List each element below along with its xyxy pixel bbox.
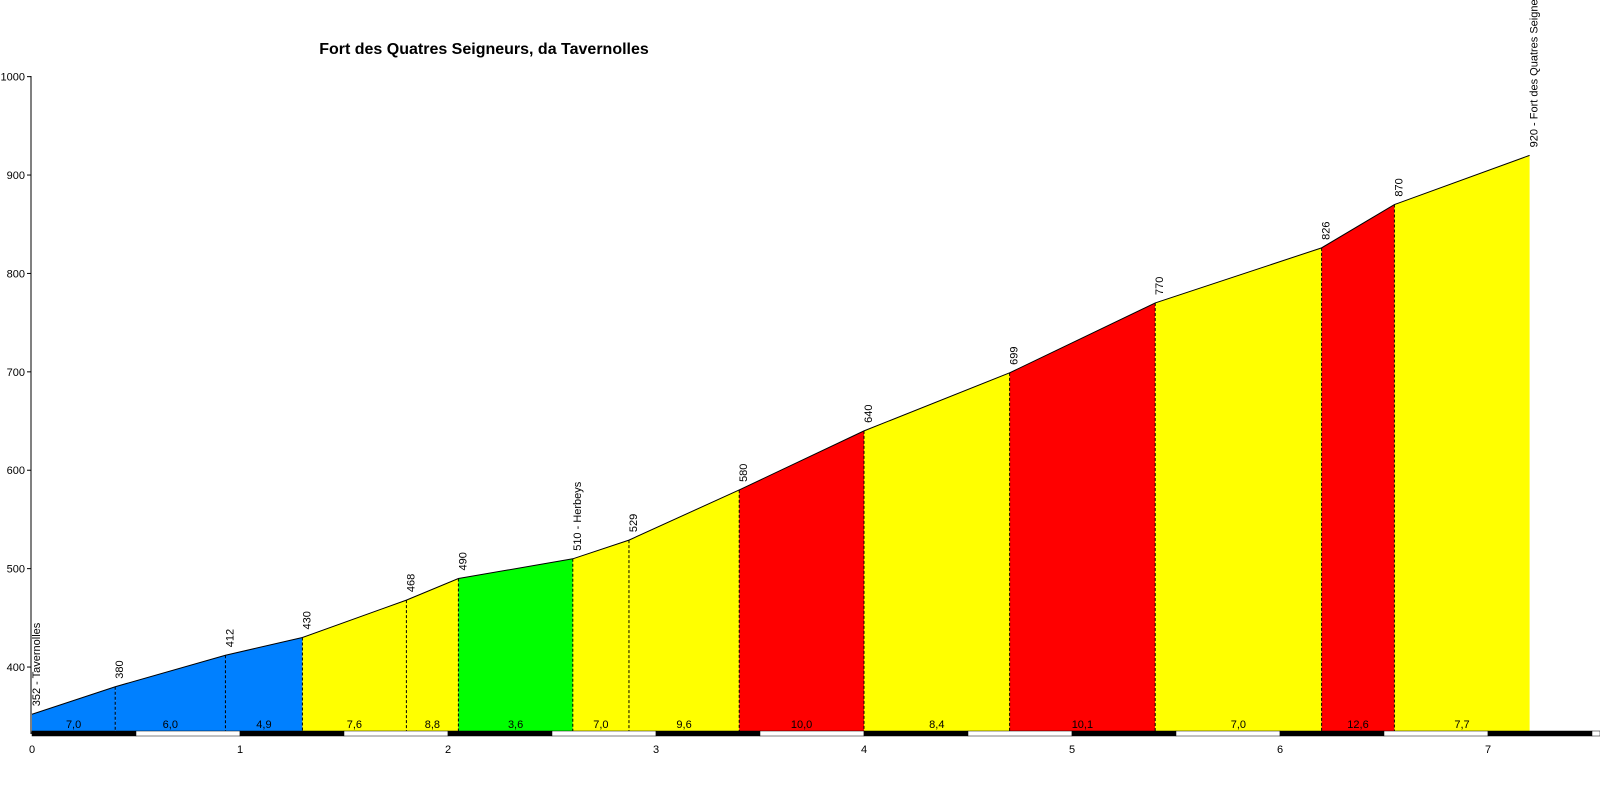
segment-grade-label: 7,0 (1231, 719, 1246, 731)
km-scale-block (135, 730, 241, 737)
grade-labels: 7,0 6,0 4,9 7,6 8,8 3,6 7,0 9,6 10,0 8,4 10,1 7,0 12… (66, 719, 1470, 731)
gradient-segment (628, 489, 740, 731)
segment-grade-label: 3,6 (508, 719, 523, 731)
elevation-label: 826 (1321, 221, 1333, 239)
km-scale-block (31, 730, 137, 737)
km-scale-block (1487, 730, 1593, 737)
x-tick-label: 0 (29, 744, 35, 756)
km-scale-block (863, 730, 969, 737)
km-scale-block (551, 730, 657, 737)
km-scale-bar (31, 730, 1600, 737)
gradient-segment (1394, 155, 1530, 732)
x-tick-labels: 0 1 2 3 4 5 6 7 (29, 744, 1491, 756)
km-scale-block (1071, 730, 1177, 737)
elevation-label: 430 (301, 611, 313, 629)
gradient-segment (225, 637, 303, 731)
segment-grade-label: 7,7 (1454, 719, 1469, 731)
elevation-label: 580 (738, 464, 750, 482)
elevation-label: 490 (457, 552, 469, 570)
km-scale-block (1591, 730, 1600, 737)
gradient-segment-areas (32, 155, 1530, 732)
km-scale-block (447, 730, 553, 737)
segment-grade-label: 7,0 (593, 719, 608, 731)
x-tick-label: 4 (861, 744, 867, 756)
segment-grade-label: 7,0 (66, 719, 81, 731)
y-tick-label: 600 (7, 465, 25, 477)
chart-title: Fort des Quatres Seigneurs, da Tavernoll… (319, 41, 649, 58)
gradient-segment (302, 600, 407, 731)
elevation-label: 920 - Fort des Quatres Seigneurs (1529, 0, 1541, 147)
gradient-segment (1321, 204, 1395, 731)
gradient-segment (406, 578, 459, 731)
km-scale-block (1279, 730, 1385, 737)
y-tick-label: 800 (7, 268, 25, 280)
elevation-label: 529 (628, 514, 640, 532)
x-tick-label: 2 (445, 744, 451, 756)
gradient-segment (458, 558, 573, 731)
km-scale-block (759, 730, 865, 737)
x-tick-label: 3 (653, 744, 659, 756)
gradient-segment (864, 372, 1010, 731)
km-scale-block (967, 730, 1073, 737)
x-tick-label: 5 (1069, 744, 1075, 756)
km-scale-block (343, 730, 449, 737)
segment-grade-label: 7,6 (347, 719, 362, 731)
elevation-label: 770 (1154, 277, 1166, 295)
elevation-label: 699 (1009, 346, 1021, 364)
elevation-label: 352 - Tavernolles (31, 622, 43, 706)
x-tick-label: 1 (237, 744, 243, 756)
gradient-segment (1009, 302, 1156, 731)
km-scale-block (239, 730, 345, 737)
elevation-label: 870 (1393, 178, 1405, 196)
y-tick-label: 1000 (1, 72, 25, 84)
elevation-labels: 352 - Tavernolles 380 412 430 468 490 510 - He… (31, 0, 1541, 706)
y-tick-label: 700 (7, 367, 25, 379)
elevation-label: 640 (863, 405, 875, 423)
km-scale-block (655, 730, 761, 737)
km-scale-block (1175, 730, 1281, 737)
y-tick-label: 500 (7, 564, 25, 576)
segment-grade-label: 8,4 (929, 719, 944, 731)
y-tick-labels: 400 500 600 700 800 900 1000 (1, 72, 25, 674)
segment-grade-label: 12,6 (1347, 719, 1368, 731)
segment-grade-label: 4,9 (256, 719, 271, 731)
y-tick-label: 400 (7, 662, 25, 674)
elevation-label: 412 (224, 629, 236, 647)
segment-grade-label: 10,1 (1072, 719, 1093, 731)
x-tick-label: 7 (1485, 744, 1491, 756)
segment-grade-label: 8,8 (425, 719, 440, 731)
profile-outline (31, 154, 1530, 715)
segment-grade-label: 10,0 (791, 719, 812, 731)
segment-grade-label: 6,0 (163, 719, 178, 731)
gradient-segment (1155, 247, 1322, 731)
gradient-segment (115, 655, 226, 731)
segment-grade-label: 9,6 (676, 719, 691, 731)
gradient-segment (32, 686, 116, 731)
elevation-label: 380 (114, 660, 126, 678)
gradient-segment (572, 540, 629, 731)
elevation-label: 510 - Herbeys (572, 481, 584, 551)
km-scale-block (1383, 730, 1489, 737)
y-tick-label: 900 (7, 170, 25, 182)
elevation-label: 468 (405, 574, 417, 592)
segment-dividers (114, 204, 1395, 731)
x-tick-label: 6 (1277, 744, 1283, 756)
gradient-segment (739, 430, 864, 731)
